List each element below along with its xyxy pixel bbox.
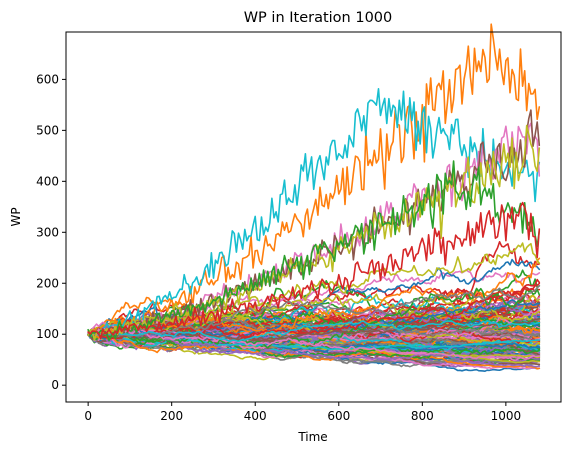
y-tick-label-6: 600 (36, 72, 59, 86)
series-line-161 (87, 88, 541, 339)
y-tick-label-1: 100 (36, 327, 59, 341)
y-tick-label-3: 300 (36, 225, 59, 239)
series-line-159 (87, 320, 541, 343)
y-tick-label-4: 400 (36, 174, 59, 188)
series-line-160 (87, 23, 541, 339)
series-line-153 (87, 282, 541, 340)
y-tick-label-5: 500 (36, 123, 59, 137)
series-line-155 (87, 317, 541, 342)
series-line-157 (87, 285, 541, 337)
x-tick-label-5: 1000 (491, 409, 522, 423)
series-line-156 (87, 328, 541, 361)
plot-frame (65, 31, 562, 403)
x-tick-label-3: 600 (327, 409, 350, 423)
plot-area (87, 23, 541, 372)
x-tick-label-2: 400 (244, 409, 267, 423)
chart-title: WP in Iteration 1000 (244, 10, 393, 26)
y-axis-label: WP (9, 207, 23, 226)
series-line-144 (87, 301, 541, 347)
series-line-165 (87, 160, 541, 342)
series-line-166 (87, 201, 541, 340)
y-tick-label-0: 0 (51, 378, 59, 392)
x-tick-label-1: 200 (160, 409, 183, 423)
x-axis-label: Time (297, 430, 327, 444)
x-tick-label-4: 800 (411, 409, 434, 423)
y-tick-label-2: 200 (36, 276, 59, 290)
y-axis: 0 100 200 300 400 500 600 (36, 72, 66, 392)
x-axis: 0 200 400 600 800 1000 (84, 402, 521, 423)
x-tick-label-0: 0 (84, 409, 92, 423)
